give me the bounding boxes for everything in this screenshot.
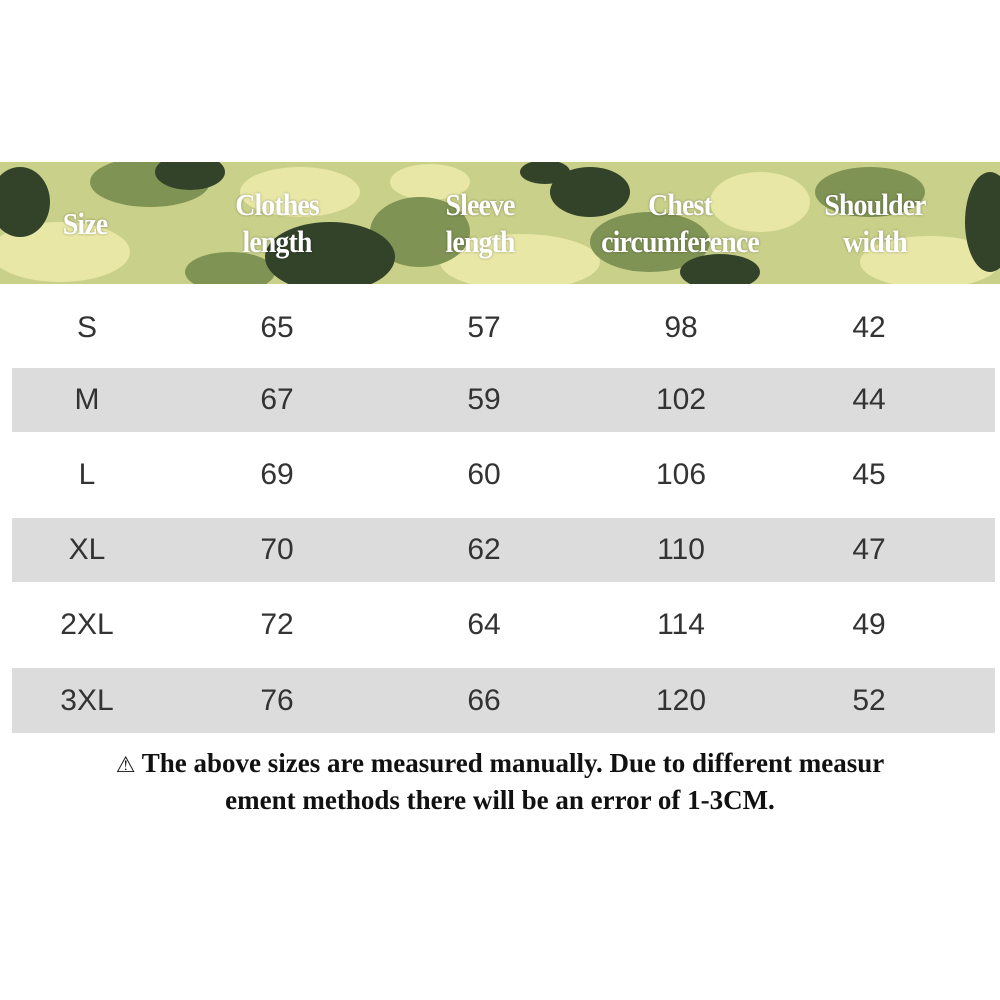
table-cell: M — [74, 383, 100, 416]
table-cell: 72 — [260, 608, 294, 641]
table-cell: 102 — [655, 383, 707, 416]
header-clothes-length: Clothes length — [201, 162, 354, 284]
table-cell: 69 — [260, 458, 294, 491]
table-cell: 47 — [852, 533, 886, 566]
header-label: width — [843, 224, 908, 259]
table-cell: 114 — [657, 608, 705, 641]
table-row: 2XL 72 64 114 49 — [12, 585, 995, 665]
camo-background — [0, 162, 1000, 284]
table-cell: 66 — [467, 683, 501, 717]
table-cell: 65 — [260, 310, 294, 344]
table-row: XL 70 62 110 47 — [12, 518, 995, 582]
table-cell: 59 — [467, 383, 501, 416]
table-cell: XL — [68, 533, 106, 566]
table-cell: 110 — [657, 533, 705, 566]
table-cell: 49 — [852, 608, 886, 641]
table-row: S 65 57 98 42 — [12, 290, 995, 365]
header-label: circumference — [601, 224, 760, 259]
table-cell: 70 — [260, 533, 294, 566]
header-sleeve-length: Sleeve length — [408, 162, 552, 284]
table-cell: L — [78, 458, 96, 491]
table-cell: 60 — [467, 458, 501, 491]
measurement-note: ⚠ The above sizes are measured manually.… — [0, 746, 1000, 818]
table-header: Size Clothes length Sleeve length Chest cir… — [0, 162, 1000, 284]
table-row: M 67 59 102 44 — [12, 368, 995, 432]
table-cell: 120 — [655, 683, 707, 717]
header-shoulder-width: Shoulder width — [799, 162, 952, 284]
table-cell: 64 — [467, 608, 501, 641]
table-cell: 76 — [260, 683, 294, 717]
table-cell: 98 — [664, 310, 698, 344]
header-label: Chest — [648, 187, 713, 222]
table-cell: 106 — [655, 458, 707, 491]
header-label: Shoulder — [824, 187, 926, 222]
header-label: Size — [62, 205, 108, 241]
table-row: L 69 60 106 45 — [12, 435, 995, 515]
note-line-2: ement methods there will be an error of … — [225, 785, 775, 815]
table-cell: 42 — [852, 310, 886, 344]
table-cell: S — [76, 310, 97, 344]
header-chest-circumference: Chest circumference — [572, 162, 788, 284]
table-cell: 2XL — [60, 608, 114, 641]
header-size: Size — [27, 162, 144, 284]
table-cell: 3XL — [60, 683, 114, 717]
table-row: 3XL 76 66 120 52 — [12, 668, 995, 733]
table-cell: 62 — [467, 533, 501, 566]
table-cell: 57 — [467, 310, 501, 344]
table-cell: 44 — [852, 383, 886, 416]
header-label: Clothes — [235, 187, 320, 222]
table-cell: 67 — [260, 383, 294, 416]
header-label: Sleeve — [445, 187, 516, 222]
table-cell: 52 — [852, 683, 886, 717]
header-label: length — [445, 224, 515, 259]
warning-icon: ⚠ — [115, 753, 136, 778]
note-line-1: The above sizes are measured manually. D… — [141, 748, 885, 778]
header-label: length — [242, 224, 312, 259]
table-cell: 45 — [852, 458, 886, 491]
